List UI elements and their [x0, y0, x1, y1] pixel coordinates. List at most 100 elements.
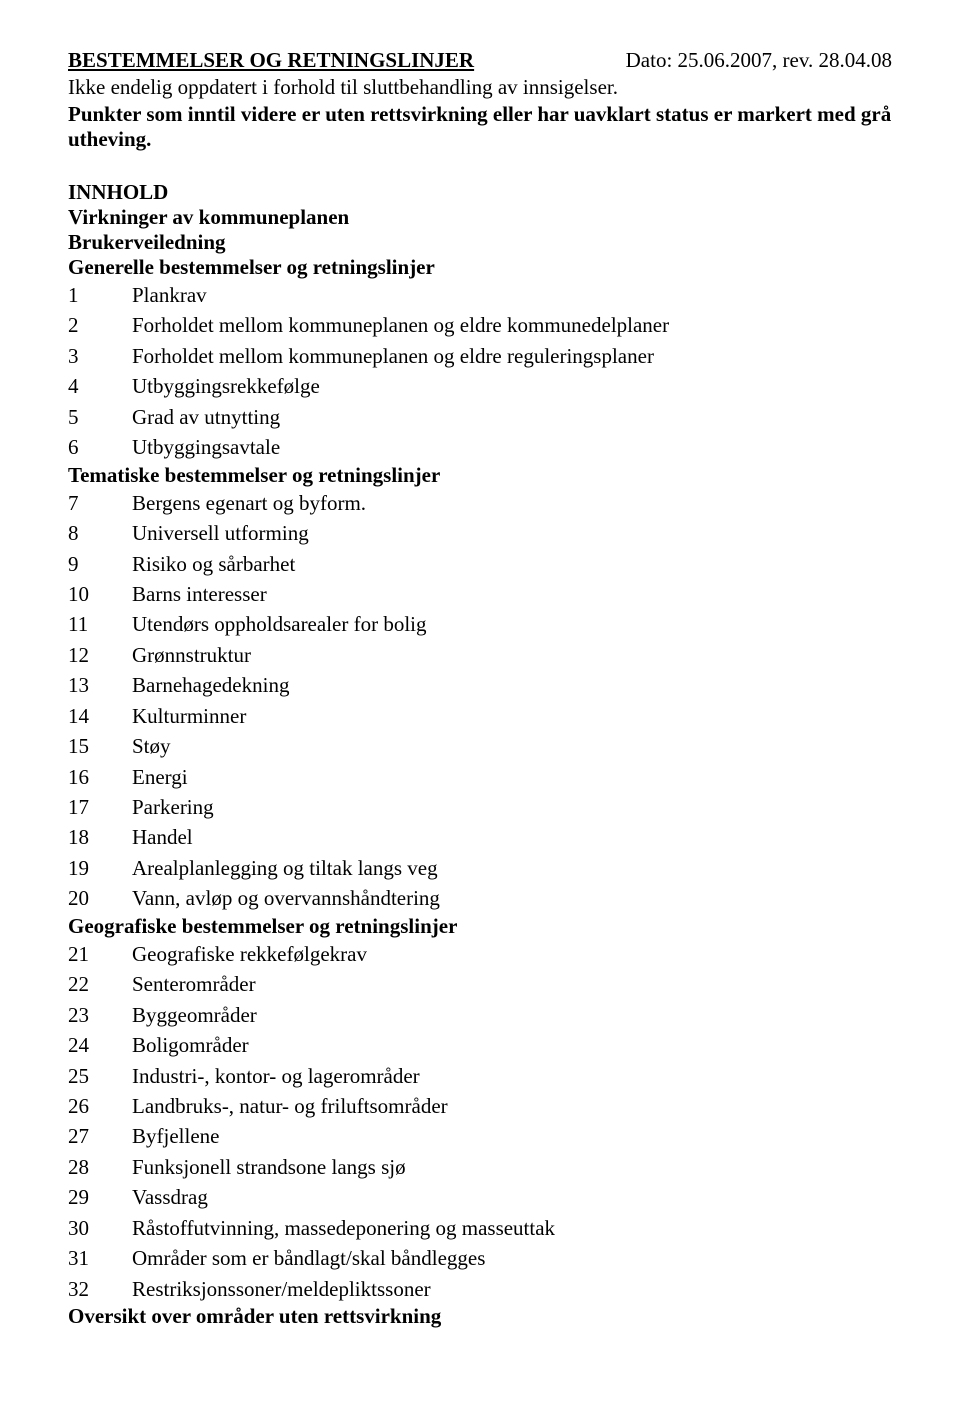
toc-num: 12	[68, 640, 132, 670]
heading-virkninger: Virkninger av kommuneplanen	[68, 205, 892, 230]
page-date: Dato: 25.06.2007, rev. 28.04.08	[626, 48, 892, 73]
toc-num: 14	[68, 701, 132, 731]
toc-row: 22Senterområder	[68, 969, 892, 999]
toc-row: 25Industri-, kontor- og lagerområder	[68, 1061, 892, 1091]
page-title: BESTEMMELSER OG RETNINGSLINJER	[68, 48, 474, 73]
toc-label: Byfjellene	[132, 1121, 892, 1151]
heading-brukerveiledning: Brukerveiledning	[68, 230, 892, 255]
toc-num: 7	[68, 488, 132, 518]
toc-label: Byggeområder	[132, 1000, 892, 1030]
toc-num: 31	[68, 1243, 132, 1273]
toc-label: Landbruks-, natur- og friluftsområder	[132, 1091, 892, 1121]
toc-num: 1	[68, 280, 132, 310]
toc-label: Parkering	[132, 792, 892, 822]
toc-label: Barns interesser	[132, 579, 892, 609]
toc-label: Utbyggingsrekkefølge	[132, 371, 892, 401]
toc-row: 21Geografiske rekkefølgekrav	[68, 939, 892, 969]
toc-row: 12Grønnstruktur	[68, 640, 892, 670]
toc-num: 20	[68, 883, 132, 913]
toc-row: 32Restriksjonssoner/meldepliktssoner	[68, 1274, 892, 1304]
toc-row: 3Forholdet mellom kommuneplanen og eldre…	[68, 341, 892, 371]
heading-generelle: Generelle bestemmelser og retningslinjer	[68, 255, 892, 280]
toc-num: 10	[68, 579, 132, 609]
toc-row: 26Landbruks-, natur- og friluftsområder	[68, 1091, 892, 1121]
toc-num: 11	[68, 609, 132, 639]
toc-num: 17	[68, 792, 132, 822]
toc-row: 19Arealplanlegging og tiltak langs veg	[68, 853, 892, 883]
heading-innhold: INNHOLD	[68, 180, 892, 205]
toc-row: 18Handel	[68, 822, 892, 852]
toc-label: Barnehagedekning	[132, 670, 892, 700]
toc-num: 30	[68, 1213, 132, 1243]
toc-label: Støy	[132, 731, 892, 761]
toc-label: Industri-, kontor- og lagerområder	[132, 1061, 892, 1091]
toc-row: 31Områder som er båndlagt/skal båndlegge…	[68, 1243, 892, 1273]
toc-label: Områder som er båndlagt/skal båndlegges	[132, 1243, 892, 1273]
toc-row: 9Risiko og sårbarhet	[68, 549, 892, 579]
toc-label: Råstoffutvinning, massedeponering og mas…	[132, 1213, 892, 1243]
toc-label: Funksjonell strandsone langs sjø	[132, 1152, 892, 1182]
toc-num: 2	[68, 310, 132, 340]
toc-label: Senterområder	[132, 969, 892, 999]
toc-row: 11Utendørs oppholdsarealer for bolig	[68, 609, 892, 639]
toc-row: 7Bergens egenart og byform.	[68, 488, 892, 518]
toc-row: 20Vann, avløp og overvannshåndtering	[68, 883, 892, 913]
toc-num: 28	[68, 1152, 132, 1182]
toc-num: 9	[68, 549, 132, 579]
toc-num: 3	[68, 341, 132, 371]
toc-row: 16Energi	[68, 762, 892, 792]
toc-num: 6	[68, 432, 132, 462]
toc-label: Bergens egenart og byform.	[132, 488, 892, 518]
toc-row: 1Plankrav	[68, 280, 892, 310]
toc-num: 23	[68, 1000, 132, 1030]
toc-row: 24Boligområder	[68, 1030, 892, 1060]
page-subtitle: Ikke endelig oppdatert i forhold til slu…	[68, 75, 892, 100]
toc-label: Forholdet mellom kommuneplanen og eldre …	[132, 341, 892, 371]
toc-label: Vassdrag	[132, 1182, 892, 1212]
header-row: BESTEMMELSER OG RETNINGSLINJER Dato: 25.…	[68, 48, 892, 73]
toc-label: Plankrav	[132, 280, 892, 310]
toc-row: 2Forholdet mellom kommuneplanen og eldre…	[68, 310, 892, 340]
toc-row: 15Støy	[68, 731, 892, 761]
toc-label: Grønnstruktur	[132, 640, 892, 670]
toc-num: 15	[68, 731, 132, 761]
toc-row: 30Råstoffutvinning, massedeponering og m…	[68, 1213, 892, 1243]
toc-row: 13Barnehagedekning	[68, 670, 892, 700]
toc-label: Geografiske rekkefølgekrav	[132, 939, 892, 969]
toc-num: 8	[68, 518, 132, 548]
toc-row: 5Grad av utnytting	[68, 402, 892, 432]
toc-row: 4Utbyggingsrekkefølge	[68, 371, 892, 401]
toc-num: 22	[68, 969, 132, 999]
toc-row: 14Kulturminner	[68, 701, 892, 731]
toc-num: 24	[68, 1030, 132, 1060]
toc-label: Restriksjonssoner/meldepliktssoner	[132, 1274, 892, 1304]
toc-label: Handel	[132, 822, 892, 852]
heading-geografiske: Geografiske bestemmelser og retningslinj…	[68, 914, 892, 939]
toc-num: 27	[68, 1121, 132, 1151]
toc-num: 29	[68, 1182, 132, 1212]
toc-label: Vann, avløp og overvannshåndtering	[132, 883, 892, 913]
toc-num: 16	[68, 762, 132, 792]
toc-num: 32	[68, 1274, 132, 1304]
toc-row: 6Utbyggingsavtale	[68, 432, 892, 462]
toc-label: Boligområder	[132, 1030, 892, 1060]
toc-row: 23Byggeområder	[68, 1000, 892, 1030]
heading-tematiske: Tematiske bestemmelser og retningslinjer	[68, 463, 892, 488]
toc-row: 8Universell utforming	[68, 518, 892, 548]
toc-num: 18	[68, 822, 132, 852]
toc-num: 19	[68, 853, 132, 883]
toc-num: 4	[68, 371, 132, 401]
toc-label: Utendørs oppholdsarealer for bolig	[132, 609, 892, 639]
toc-num: 13	[68, 670, 132, 700]
toc-num: 21	[68, 939, 132, 969]
toc-num: 26	[68, 1091, 132, 1121]
toc-label: Kulturminner	[132, 701, 892, 731]
toc-row: 17Parkering	[68, 792, 892, 822]
toc-label: Arealplanlegging og tiltak langs veg	[132, 853, 892, 883]
heading-oversikt: Oversikt over områder uten rettsvirkning	[68, 1304, 892, 1329]
toc-num: 5	[68, 402, 132, 432]
toc-label: Utbyggingsavtale	[132, 432, 892, 462]
toc-num: 25	[68, 1061, 132, 1091]
toc-row: 29Vassdrag	[68, 1182, 892, 1212]
toc-label: Forholdet mellom kommuneplanen og eldre …	[132, 310, 892, 340]
